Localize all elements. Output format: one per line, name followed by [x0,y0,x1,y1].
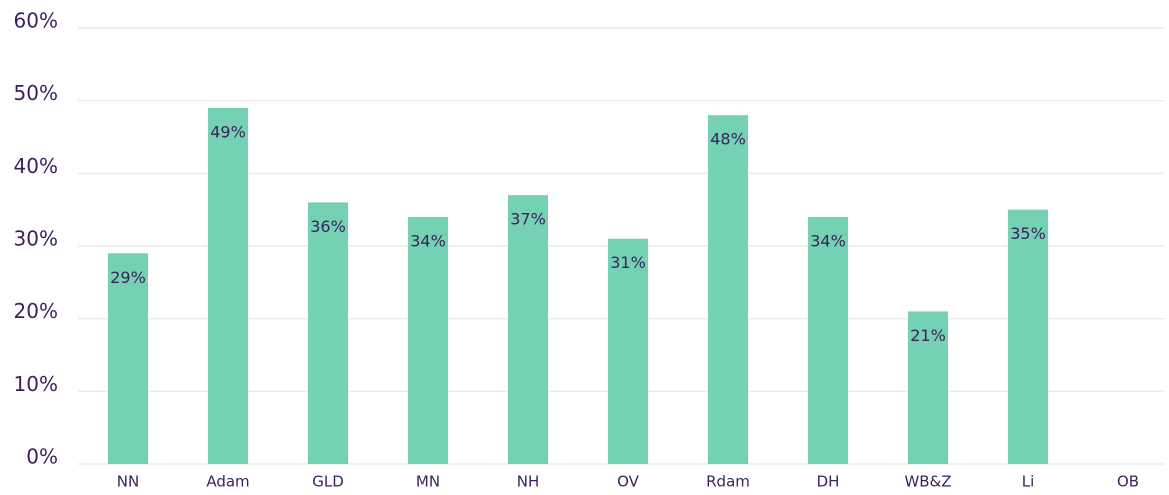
x-tick-label: DH [817,473,840,491]
data-label: 29% [110,268,146,287]
y-tick-label: 30% [14,227,58,251]
x-tick-label: NN [117,473,139,491]
x-tick-label: OB [1117,473,1139,491]
x-tick-label: GLD [312,473,344,491]
bar [708,115,748,464]
bar [808,216,848,464]
y-tick-label: 50% [14,81,58,105]
data-label: 34% [810,231,846,250]
y-tick-label: 60% [14,9,58,33]
data-label: 35% [1010,224,1046,243]
x-tick-label: OV [617,473,640,491]
data-label: 31% [610,253,646,272]
data-label: 48% [710,130,746,149]
bar [108,253,148,464]
x-tick-label: WB&Z [904,473,951,491]
bar [408,216,448,464]
data-label: 49% [210,122,246,141]
x-tick-label: Rdam [706,473,750,491]
bar [308,202,348,464]
y-tick-label: 0% [26,445,58,469]
x-tick-label: MN [416,473,440,491]
data-label: 37% [510,210,546,229]
bar [208,107,248,464]
y-tick-label: 20% [14,299,58,323]
data-label: 34% [410,231,446,250]
bar [508,195,548,464]
y-tick-label: 10% [14,372,58,396]
bar [1008,209,1048,464]
x-tick-label: Li [1022,473,1035,491]
x-tick-label: NH [517,473,540,491]
data-label: 36% [310,217,346,236]
x-tick-label: Adam [206,473,249,491]
bar [608,238,648,464]
bar [908,311,948,464]
y-tick-label: 40% [14,154,58,178]
data-label: 21% [910,326,946,345]
